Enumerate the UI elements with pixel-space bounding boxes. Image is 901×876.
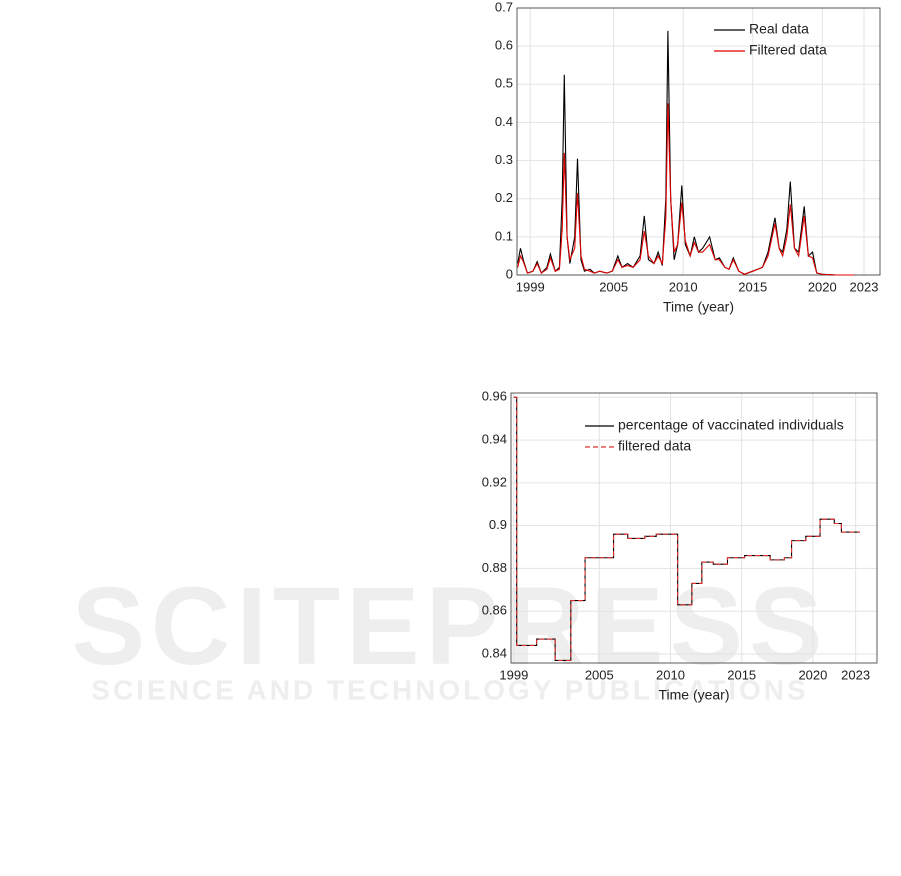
series-line xyxy=(513,396,860,661)
series-line xyxy=(517,103,855,276)
series-line xyxy=(517,30,855,276)
plot-frame xyxy=(516,7,881,276)
plot-frame xyxy=(510,392,878,664)
legend-label: percentage of vaccinated individuals xyxy=(618,417,844,433)
y-tick-label: 0.88 xyxy=(482,560,507,575)
y-tick-label: 0.1 xyxy=(495,228,513,243)
y-tick-label: 0.6 xyxy=(495,38,513,53)
watermark-subtitle: SCIENCE AND TECHNOLOGY PUBLICATIONS xyxy=(91,674,808,705)
y-tick-label: 0.96 xyxy=(482,389,507,404)
y-tick-label: 0.94 xyxy=(482,432,507,447)
y-tick-label: 0.5 xyxy=(495,76,513,91)
x-tick-label: 2023 xyxy=(841,667,870,682)
watermark-title: SCITEPRESS xyxy=(72,565,829,688)
y-tick-label: 0 xyxy=(506,266,513,281)
x-tick-label: 2015 xyxy=(738,279,767,294)
y-tick-label: 0.84 xyxy=(482,645,507,660)
legend-label: Real data xyxy=(749,21,809,37)
legend-label: filtered data xyxy=(618,438,691,454)
chart: 0.84 0.86 0.88 0.9 0.92 0.94 0.96 1999 2005 2010 2… xyxy=(482,389,878,703)
x-axis-label: Time (year) xyxy=(663,299,734,315)
x-tick-label: 2015 xyxy=(727,667,756,682)
chart: 0 0.1 0.2 0.3 0.4 0.5 0.6 0.7 1999 2005 2010 2015 20… xyxy=(495,0,881,315)
y-tick-label: 0.2 xyxy=(495,190,513,205)
x-tick-label: 1999 xyxy=(516,279,545,294)
y-tick-label: 0.92 xyxy=(482,474,507,489)
y-tick-label: 0.86 xyxy=(482,603,507,618)
y-tick-label: 0.7 xyxy=(495,0,513,14)
x-tick-label: 2005 xyxy=(599,279,628,294)
x-tick-label: 2010 xyxy=(669,279,698,294)
y-tick-label: 0.4 xyxy=(495,114,513,129)
y-tick-label: 0.3 xyxy=(495,152,513,167)
x-tick-label: 2005 xyxy=(585,667,614,682)
x-tick-label: 2020 xyxy=(798,667,827,682)
x-axis-label: Time (year) xyxy=(658,687,729,703)
x-tick-label: 2020 xyxy=(808,279,837,294)
x-tick-label: 1999 xyxy=(499,667,528,682)
x-tick-label: 2010 xyxy=(656,667,685,682)
x-tick-label: 2023 xyxy=(850,279,879,294)
legend-label: Filtered data xyxy=(749,42,827,58)
y-tick-label: 0.9 xyxy=(489,517,507,532)
